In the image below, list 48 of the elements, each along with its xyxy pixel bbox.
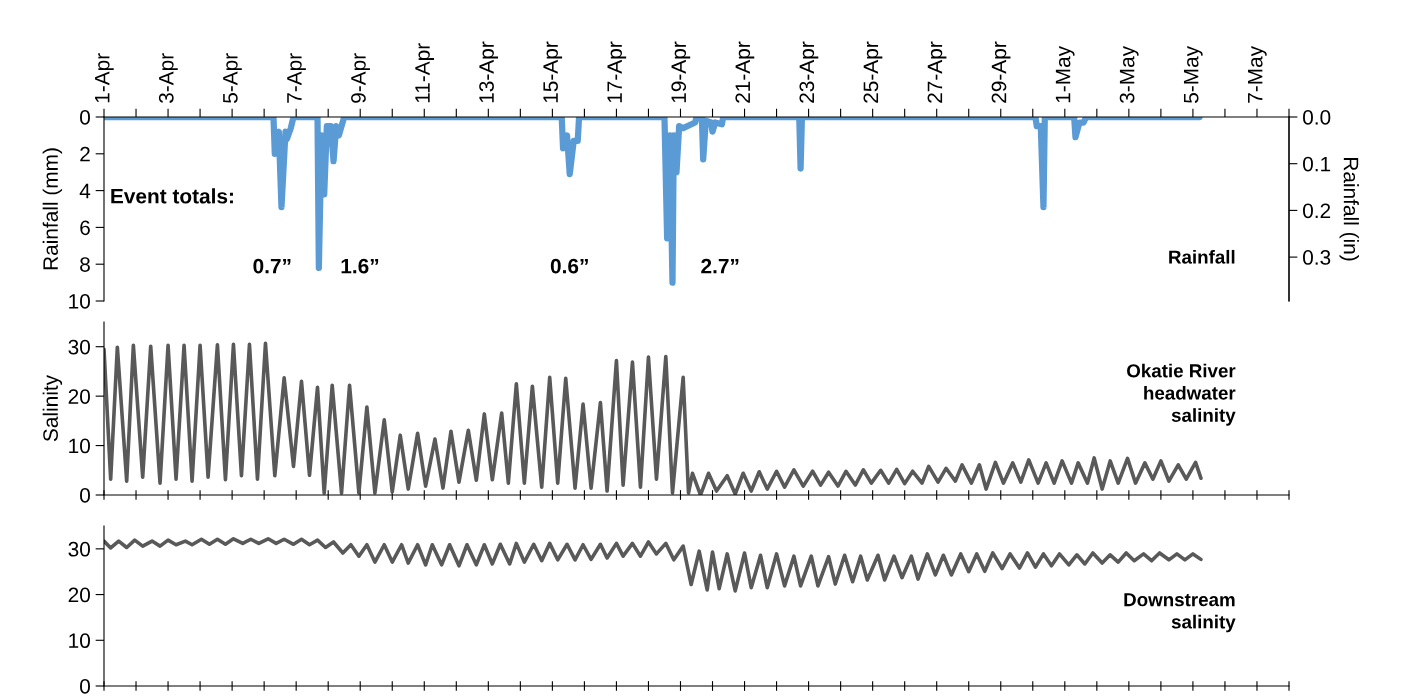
y2-tick-label: 0.0 <box>1303 110 1331 125</box>
x-tick-label: 29-Apr <box>991 41 1011 103</box>
y2-tick-label: 0.2 <box>1303 203 1331 219</box>
x-tick-label: 3-May <box>1119 45 1139 104</box>
x-tick-label: 19-Apr <box>671 41 691 103</box>
x-tick-label: 25-Apr <box>863 41 883 103</box>
x-tick-label: 5-May <box>1183 45 1203 103</box>
x-tick-label: 27-Apr <box>927 41 947 103</box>
y2-tick-label: 0.3 <box>1303 250 1331 265</box>
y-axis-title: Salinity <box>42 374 63 442</box>
y-tick-label: 0 <box>80 110 90 125</box>
x-tick-label: 21-Apr <box>735 41 755 103</box>
annotation: 2.7” <box>701 258 739 274</box>
y-tick-label: 10 <box>69 633 90 649</box>
x-tick-label: 15-Apr <box>543 41 563 103</box>
y2-axis-title: Rainfall (in) <box>1339 158 1359 261</box>
text: Rainfall <box>1169 249 1235 264</box>
x-tick-label: 5-Apr <box>223 53 242 103</box>
y-tick-label: 10 <box>69 438 90 454</box>
annotation: 1.6” <box>341 258 379 274</box>
y-tick-label: 30 <box>68 541 90 557</box>
annotation: 0.7” <box>253 258 291 274</box>
x-tick-label: 1-May <box>1055 45 1075 103</box>
x-tick-label: 23-Apr <box>799 41 819 103</box>
x-tick-label: 11-Apr <box>415 43 434 103</box>
y-tick-label: 20 <box>68 587 90 603</box>
y-tick-label: 6 <box>80 220 90 236</box>
y-tick-label: 10 <box>69 294 90 309</box>
y-tick-label: 2 <box>80 146 90 162</box>
y2-tick-label: 0.1 <box>1303 156 1331 172</box>
y-tick-label: 0 <box>80 488 90 503</box>
annotation: 0.6” <box>550 258 588 274</box>
x-tick-label: 13-Apr <box>479 41 499 103</box>
x-tick-label: 1-Apr <box>95 53 114 103</box>
annotation: Event totals: <box>111 188 233 204</box>
x-tick-label: 17-Apr <box>607 41 627 103</box>
y-tick-label: 20 <box>68 389 90 404</box>
x-tick-label: 9-Apr <box>351 53 370 103</box>
y-tick-label: 8 <box>80 257 90 272</box>
x-tick-label: 7-Apr <box>287 53 306 103</box>
y-axis-title: Rainfall (mm) <box>42 148 63 270</box>
y-tick-label: 30 <box>68 339 90 355</box>
x-tick-label: 3-Apr <box>158 53 178 104</box>
y-tick-label: 0 <box>80 679 90 694</box>
series-label: Okatie River headwater salinity <box>1127 363 1236 426</box>
y-tick-label: 4 <box>79 183 91 199</box>
series-label: Downstream salinity <box>1124 593 1236 633</box>
x-tick-label: 7-May <box>1248 45 1267 103</box>
